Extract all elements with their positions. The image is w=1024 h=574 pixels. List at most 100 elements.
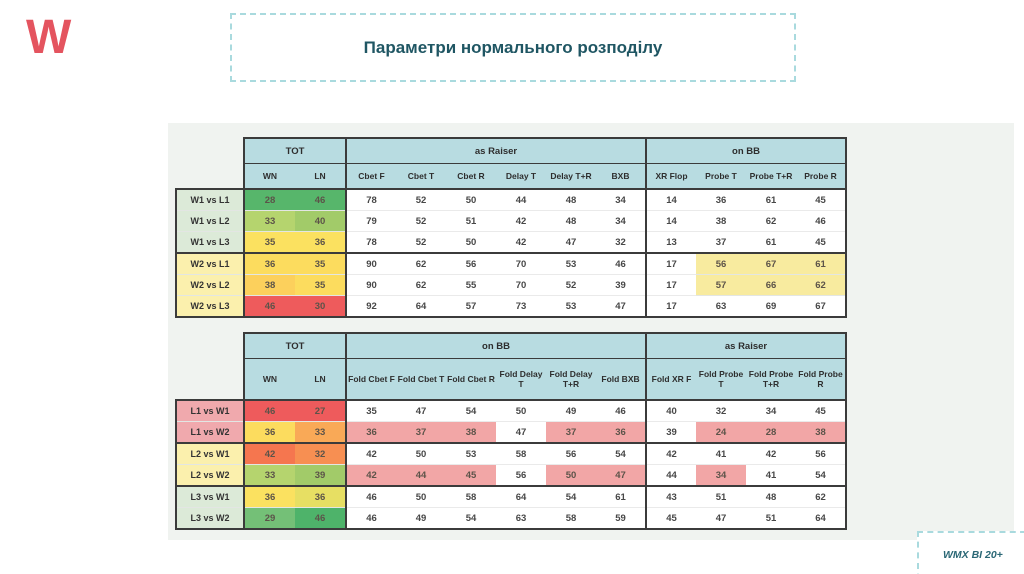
- data-cell: 58: [546, 507, 596, 530]
- footer-box: WMX BI 20+: [917, 531, 1024, 574]
- data-cell: 90: [345, 253, 396, 275]
- data-cell: 17: [645, 295, 696, 318]
- data-cell: 58: [496, 443, 546, 465]
- corner-spacer: [176, 138, 244, 164]
- data-cell: 27: [295, 400, 346, 422]
- data-cell: 58: [446, 486, 496, 508]
- data-cell: 56: [696, 253, 746, 275]
- row-label: W1 vs L2: [175, 210, 245, 232]
- data-cell: 30: [295, 295, 346, 318]
- data-cell: 57: [446, 295, 496, 318]
- data-cell: 45: [645, 507, 696, 530]
- data-cell: 32: [295, 443, 346, 465]
- data-cell: 36: [243, 486, 295, 508]
- data-cell: 42: [345, 443, 396, 465]
- data-cell: 50: [396, 443, 446, 465]
- data-cell: 61: [746, 189, 796, 211]
- column-header: LN: [295, 358, 346, 401]
- data-cell: 64: [496, 486, 546, 508]
- data-cell: 52: [396, 189, 446, 211]
- data-cell: 53: [546, 253, 596, 275]
- data-cell: 29: [243, 507, 295, 530]
- data-cell: 36: [243, 421, 295, 444]
- data-cell: 39: [295, 464, 346, 487]
- data-cell: 47: [596, 464, 646, 487]
- table-bottom-container: TOT on BB as Raiser WN LN Fold Cbet F Fold Cbe…: [175, 332, 847, 530]
- column-header: XR Flop: [645, 163, 696, 190]
- data-cell: 54: [446, 507, 496, 530]
- data-cell: 42: [243, 443, 295, 465]
- data-cell: 59: [596, 507, 646, 530]
- data-cell: 42: [746, 443, 796, 465]
- data-cell: 46: [243, 400, 295, 422]
- column-header: Fold Probe R: [796, 358, 847, 401]
- data-cell: 39: [645, 421, 696, 444]
- row-label: L2 vs W1: [175, 443, 245, 465]
- column-header: Fold Cbet T: [396, 358, 446, 401]
- data-cell: 48: [746, 486, 796, 508]
- data-cell: 64: [796, 507, 847, 530]
- data-cell: 52: [396, 210, 446, 232]
- data-cell: 17: [645, 274, 696, 296]
- data-cell: 14: [645, 189, 696, 211]
- column-header: Fold XR F: [645, 358, 696, 401]
- data-cell: 57: [696, 274, 746, 296]
- data-cell: 37: [396, 421, 446, 444]
- column-header: WN: [243, 163, 295, 190]
- data-cell: 36: [243, 253, 295, 275]
- data-cell: 17: [645, 253, 696, 275]
- data-cell: 54: [796, 464, 847, 487]
- data-cell: 47: [496, 421, 546, 444]
- data-cell: 40: [645, 400, 696, 422]
- row-label: W2 vs L3: [175, 295, 245, 318]
- title-box: Параметри нормального розподілу: [230, 13, 796, 82]
- data-cell: 45: [796, 189, 847, 211]
- page-title: Параметри нормального розподілу: [363, 37, 663, 57]
- data-cell: 46: [345, 486, 396, 508]
- data-cell: 46: [295, 507, 346, 530]
- data-cell: 34: [746, 400, 796, 422]
- data-cell: 51: [746, 507, 796, 530]
- data-cell: 37: [696, 231, 746, 254]
- row-label: L3 vs W2: [175, 507, 245, 530]
- data-cell: 37: [546, 421, 596, 444]
- data-cell: 36: [295, 231, 346, 254]
- data-cell: 36: [696, 189, 746, 211]
- data-cell: 50: [546, 464, 596, 487]
- row-label: W1 vs L3: [175, 231, 245, 254]
- column-header: Fold Probe T+R: [746, 358, 796, 401]
- data-cell: 32: [596, 231, 646, 254]
- column-header: Probe T+R: [746, 163, 796, 190]
- group-header: as Raiser: [345, 137, 646, 164]
- column-header: Fold BXB: [596, 358, 646, 401]
- data-cell: 50: [446, 189, 496, 211]
- data-cell: 38: [796, 421, 847, 444]
- data-cell: 52: [396, 231, 446, 254]
- column-header: Probe R: [796, 163, 847, 190]
- data-cell: 62: [746, 210, 796, 232]
- data-cell: 42: [496, 210, 546, 232]
- data-cell: 32: [696, 400, 746, 422]
- data-cell: 38: [243, 274, 295, 296]
- corner-spacer: [176, 333, 244, 359]
- data-cell: 34: [696, 464, 746, 487]
- data-cell: 35: [243, 231, 295, 254]
- data-cell: 50: [446, 231, 496, 254]
- row-label: L1 vs W2: [175, 421, 245, 444]
- data-cell: 35: [345, 400, 396, 422]
- column-header: Delay T: [496, 163, 546, 190]
- data-cell: 53: [446, 443, 496, 465]
- losers-vs-winners-table: TOT on BB as Raiser WN LN Fold Cbet F Fold Cbe…: [175, 332, 847, 530]
- column-header: Fold Delay T: [496, 358, 546, 401]
- data-cell: 14: [645, 210, 696, 232]
- data-cell: 64: [396, 295, 446, 318]
- column-header: Fold Cbet F: [345, 358, 396, 401]
- data-cell: 61: [596, 486, 646, 508]
- data-cell: 44: [396, 464, 446, 487]
- group-header: as Raiser: [645, 332, 847, 359]
- data-cell: 56: [546, 443, 596, 465]
- column-header: Delay T+R: [546, 163, 596, 190]
- column-header: Fold Delay T+R: [546, 358, 596, 401]
